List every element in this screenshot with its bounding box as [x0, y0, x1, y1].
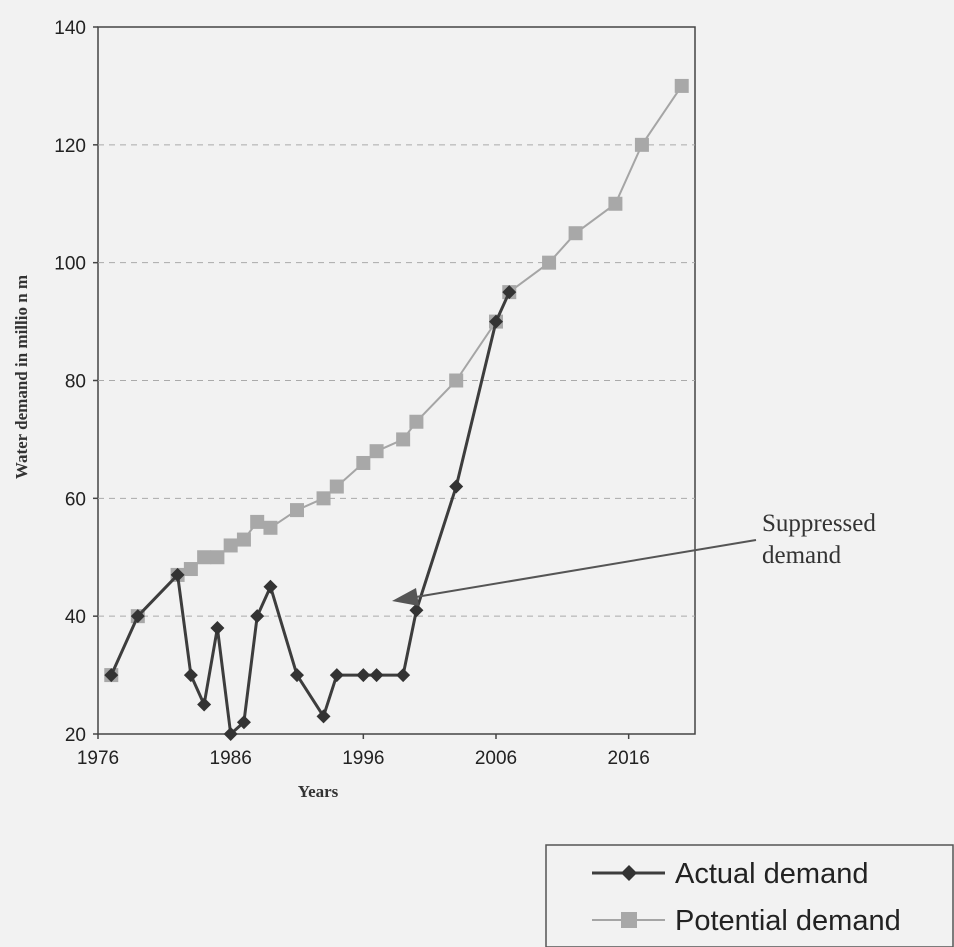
actual-demand-point: [223, 727, 238, 741]
actual-demand-point: [356, 668, 371, 683]
actual-demand-point: [236, 715, 251, 730]
potential-demand-point: [316, 491, 331, 506]
y-axis-title: Water demand in millio n m: [12, 275, 31, 479]
actual-demand-point: [502, 285, 517, 300]
annotation-arrow: [409, 539, 757, 599]
x-tick-label: 2006: [475, 748, 517, 769]
potential-demand-point: [210, 550, 225, 565]
actual-demand-point: [170, 567, 185, 582]
potential-demand-point: [236, 532, 251, 547]
y-tick-label: 120: [54, 136, 86, 157]
potential-demand-point: [263, 520, 278, 535]
y-tick-label: 20: [65, 725, 86, 746]
potential-demand-point: [568, 226, 583, 241]
y-tick-label: 60: [65, 489, 86, 510]
actual-demand-point: [409, 603, 424, 618]
actual-demand-point: [489, 314, 503, 329]
potential-demand-point: [290, 503, 304, 518]
x-tick-label: 1996: [342, 748, 384, 769]
series-line-actual: [109, 291, 511, 736]
actual-demand-point: [210, 620, 225, 635]
x-tick-label: 1986: [210, 748, 252, 769]
legend-box: [545, 844, 954, 947]
annotation-arrowhead: [392, 588, 419, 606]
legend-label-potential: Potential demand: [675, 905, 901, 937]
series-layer: [104, 78, 689, 741]
actual-demand-point: [197, 697, 212, 712]
actual-demand-point: [104, 668, 119, 683]
potential-demand-point: [329, 479, 344, 494]
legend-marker-actual: [621, 865, 637, 881]
potential-demand-point: [674, 78, 689, 93]
potential-demand-point: [542, 255, 557, 270]
x-axis-title: Years: [298, 782, 339, 801]
potential-demand-point: [396, 432, 411, 447]
actual-demand-point: [290, 668, 304, 683]
grid-lines: [98, 144, 695, 617]
potential-demand-point: [608, 196, 623, 211]
y-tick-label: 40: [65, 607, 86, 628]
legend: Actual demand Potential demand: [545, 844, 954, 947]
y-axis-ticks: 20 40 60 80 100 120 140: [54, 18, 98, 746]
actual-demand-point: [263, 579, 278, 594]
annotation: Suppressed demand: [392, 510, 876, 606]
potential-demand-point: [369, 444, 384, 459]
y-tick-label: 140: [54, 18, 86, 39]
actual-demand-point: [250, 609, 265, 624]
actual-demand-point: [329, 668, 344, 683]
potential-demand-point: [409, 414, 424, 429]
potential-demand-point: [356, 455, 371, 470]
x-axis-ticks: 1976 1986 1996 2006 2016: [77, 734, 650, 769]
x-tick-label: 2016: [608, 748, 650, 769]
potential-demand-point: [183, 562, 198, 577]
potential-demand-point: [197, 550, 212, 565]
potential-demand-point: [223, 538, 238, 553]
actual-demand-point: [316, 709, 331, 724]
actual-demand-point: [130, 609, 145, 624]
actual-demand-point: [369, 668, 384, 683]
annotation-line-2: demand: [762, 542, 842, 569]
actual-demand-point: [396, 668, 411, 683]
x-tick-label: 1976: [77, 748, 119, 769]
annotation-line-1: Suppressed: [762, 510, 876, 537]
potential-demand-point: [250, 514, 265, 529]
y-tick-label: 100: [54, 254, 86, 275]
actual-demand-point: [449, 479, 464, 494]
actual-demand-point: [183, 668, 198, 683]
y-tick-label: 80: [65, 372, 86, 393]
potential-demand-point: [449, 373, 464, 388]
legend-marker-potential: [621, 912, 637, 928]
potential-demand-point: [634, 137, 649, 152]
legend-label-actual: Actual demand: [675, 858, 868, 890]
